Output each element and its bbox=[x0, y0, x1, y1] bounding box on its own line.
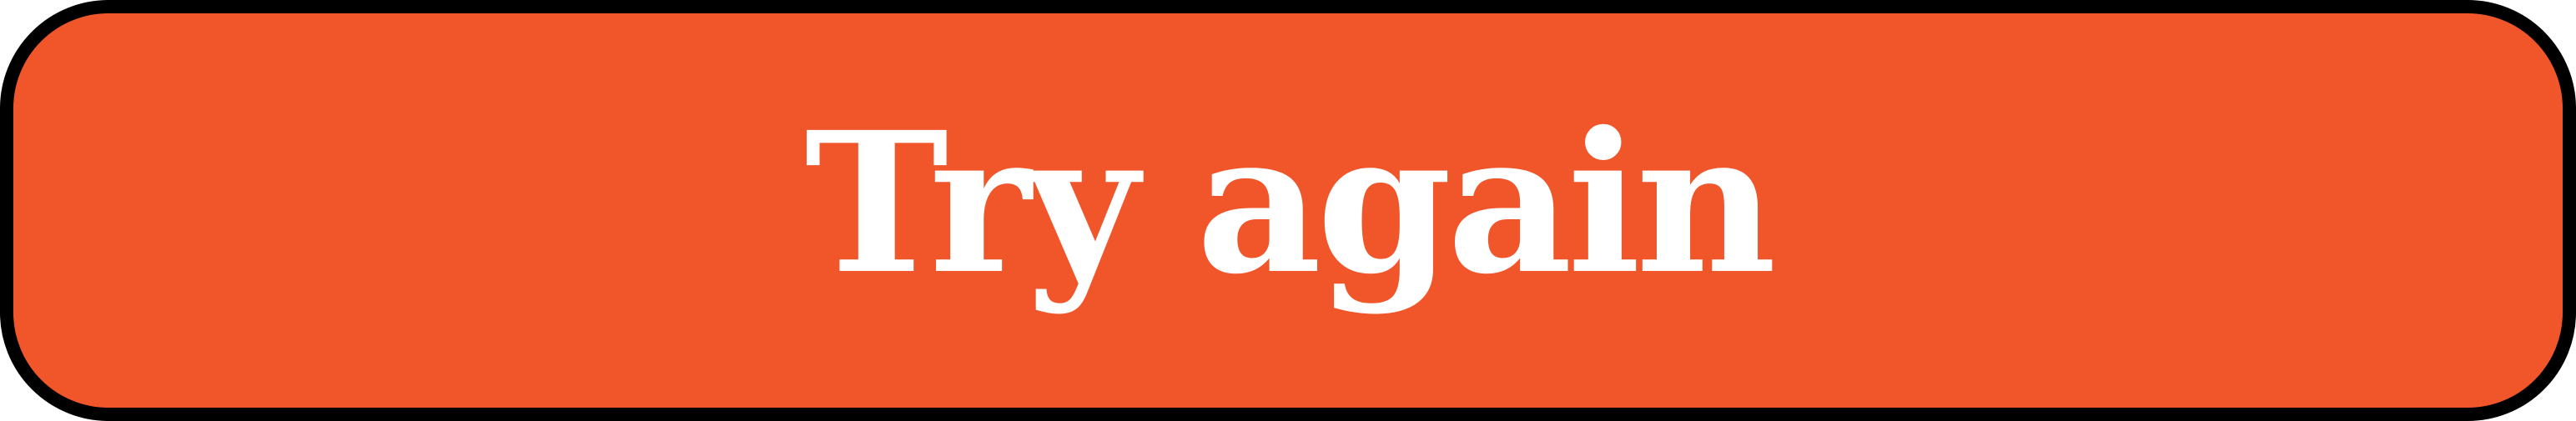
try-again-label: Try again bbox=[804, 88, 1776, 317]
